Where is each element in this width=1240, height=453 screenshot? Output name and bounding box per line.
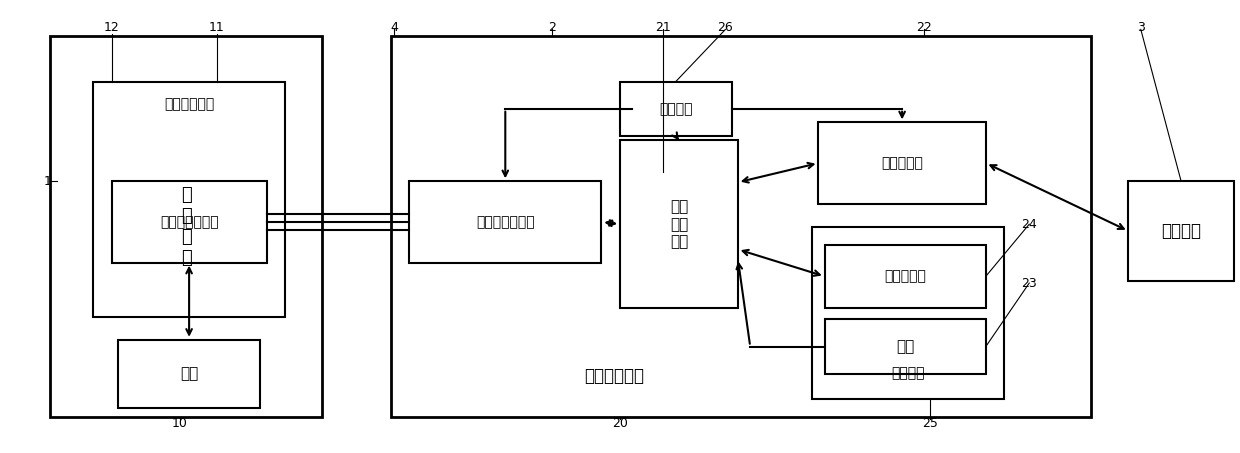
FancyBboxPatch shape: [1128, 181, 1234, 281]
Text: 1: 1: [43, 175, 51, 188]
Text: 温度传感器: 温度传感器: [884, 270, 926, 283]
Text: 数据封装单元: 数据封装单元: [164, 97, 215, 111]
FancyBboxPatch shape: [118, 340, 260, 408]
Text: 风机: 风机: [897, 339, 914, 354]
Text: 23: 23: [1022, 277, 1037, 289]
Text: 雷
达
装
置: 雷 达 装 置: [181, 186, 191, 267]
Text: 26: 26: [718, 21, 733, 34]
FancyBboxPatch shape: [825, 245, 986, 308]
Text: 雷达: 雷达: [180, 366, 198, 381]
Text: 10: 10: [172, 417, 187, 430]
Text: 22: 22: [916, 21, 931, 34]
Text: 电源模块: 电源模块: [658, 102, 693, 116]
Text: 第一调制解调器: 第一调制解调器: [476, 215, 534, 229]
FancyBboxPatch shape: [50, 36, 322, 417]
Text: 主控
交换
单元: 主控 交换 单元: [670, 199, 688, 249]
Text: 24: 24: [1022, 218, 1037, 231]
FancyBboxPatch shape: [112, 181, 267, 263]
Text: 21: 21: [656, 21, 671, 34]
Text: 第二调制解调器: 第二调制解调器: [160, 215, 218, 229]
Text: 11: 11: [210, 21, 224, 34]
FancyBboxPatch shape: [812, 226, 1004, 399]
FancyBboxPatch shape: [825, 319, 986, 374]
Text: 20: 20: [613, 417, 627, 430]
FancyBboxPatch shape: [391, 36, 1091, 417]
Text: 火控系统: 火控系统: [1161, 222, 1202, 240]
Text: 3: 3: [1137, 21, 1145, 34]
Text: 角度收发装置: 角度收发装置: [584, 367, 644, 385]
Text: 4: 4: [391, 21, 398, 34]
FancyBboxPatch shape: [620, 82, 732, 136]
Text: 12: 12: [104, 21, 119, 34]
FancyBboxPatch shape: [620, 140, 738, 308]
FancyBboxPatch shape: [93, 82, 285, 317]
Text: 角度转换器: 角度转换器: [882, 156, 923, 170]
Text: 温控单元: 温控单元: [892, 366, 925, 381]
Text: 2: 2: [548, 21, 556, 34]
FancyBboxPatch shape: [409, 181, 601, 263]
FancyBboxPatch shape: [818, 122, 986, 204]
Text: 25: 25: [923, 417, 937, 430]
